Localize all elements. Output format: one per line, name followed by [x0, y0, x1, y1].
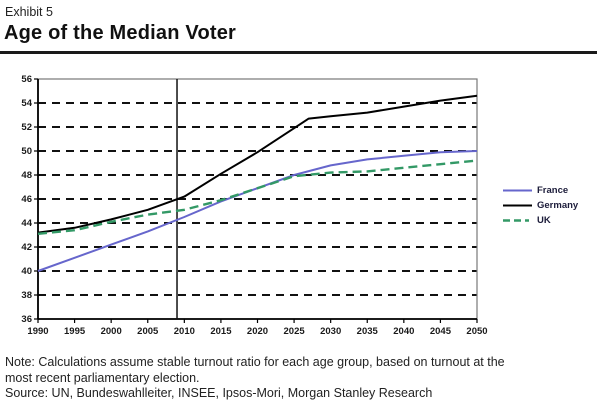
x-tick-label-2045: 2045 — [430, 326, 452, 337]
y-tick-label-44: 44 — [21, 218, 32, 229]
title-rule — [0, 51, 597, 54]
chart-footnotes: Note: Calculations assume stable turnout… — [5, 355, 505, 402]
chart-legend: France Germany UK — [503, 183, 578, 228]
y-tick-label-48: 48 — [21, 170, 32, 181]
x-tick-label-2000: 2000 — [101, 326, 122, 337]
y-tick-label-46: 46 — [21, 194, 32, 205]
y-tick-label-56: 56 — [21, 74, 32, 85]
x-tick-label-2015: 2015 — [210, 326, 232, 337]
legend-item-uk: UK — [503, 213, 578, 228]
series-line-germany — [37, 94, 478, 234]
legend-label-uk: UK — [537, 215, 551, 226]
x-tick-label-2050: 2050 — [466, 326, 487, 337]
legend-item-france: France — [503, 183, 578, 198]
page-title: Age of the Median Voter — [4, 22, 237, 44]
y-tick-label-50: 50 — [21, 146, 32, 157]
series-line-uk — [37, 159, 478, 235]
legend-item-germany: Germany — [503, 198, 578, 213]
uk-line-swatch — [503, 219, 529, 222]
y-tick-label-54: 54 — [21, 98, 32, 109]
x-tick-label-2035: 2035 — [357, 326, 379, 337]
x-tick-label-1995: 1995 — [64, 326, 86, 337]
median-voter-chart: 36 38 40 42 44 46 48 50 52 54 56 1990 1995 2000 2005 20… — [21, 74, 487, 337]
note-line-1: Note: Calculations assume stable turnout… — [5, 355, 505, 369]
source-line: Source: UN, Bundeswahlleiter, INSEE, Ips… — [5, 386, 433, 400]
series-line-france — [37, 150, 478, 272]
y-tick-label-38: 38 — [21, 290, 32, 301]
y-tick-label-42: 42 — [21, 242, 32, 253]
x-tick-label-2030: 2030 — [320, 326, 341, 337]
france-line-swatch — [503, 189, 532, 192]
legend-label-france: France — [537, 185, 569, 196]
note-line-2: most recent parliamentary election. — [5, 370, 200, 385]
x-tick-label-2025: 2025 — [284, 326, 306, 337]
legend-label-germany: Germany — [537, 200, 579, 211]
x-tick-label-2040: 2040 — [393, 326, 414, 337]
x-tick-label-2010: 2010 — [174, 326, 195, 337]
x-tick-label-2005: 2005 — [137, 326, 159, 337]
x-tick-label-1990: 1990 — [27, 326, 48, 337]
exhibit-label: Exhibit 5 — [5, 5, 53, 19]
y-tick-label-40: 40 — [21, 266, 32, 277]
x-tick-label-2020: 2020 — [247, 326, 268, 337]
y-tick-label-52: 52 — [21, 122, 32, 133]
plot-frame — [37, 78, 478, 320]
germany-line-swatch — [503, 204, 532, 207]
y-tick-label-36: 36 — [21, 314, 32, 325]
